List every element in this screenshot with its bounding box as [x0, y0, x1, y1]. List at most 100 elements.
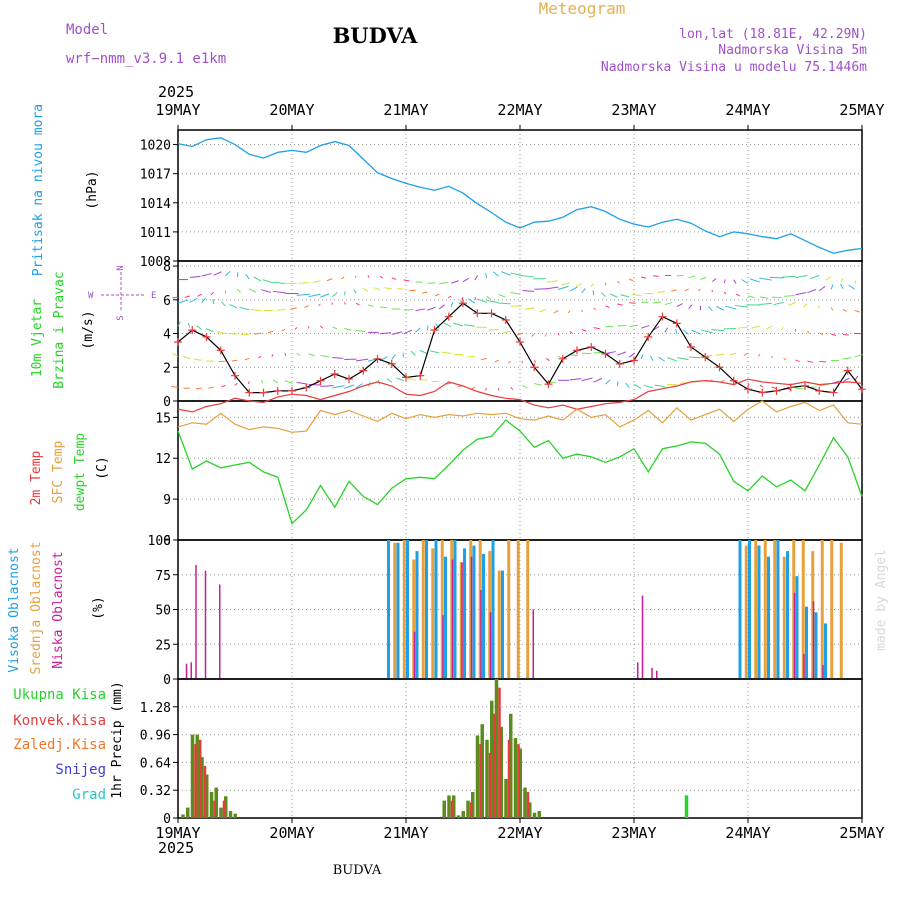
wind-arrow: [296, 352, 301, 356]
wind-arrow: [415, 327, 421, 333]
wind-arrow: [517, 332, 523, 336]
wind-marker: [259, 388, 268, 397]
wind-arrow: [569, 354, 578, 357]
wind-arrow: [771, 386, 777, 390]
wind-arrow: [343, 302, 347, 305]
wind-arrow: [427, 306, 436, 311]
wind-marker: [174, 337, 182, 346]
wind-arrow: [258, 355, 262, 359]
wind-marker: [387, 359, 396, 368]
wind-arrow: [795, 292, 807, 296]
wind-arrow: [854, 354, 863, 358]
wind-arrow: [429, 350, 440, 354]
wind-arrow: [461, 296, 464, 300]
wind-arrow: [485, 273, 488, 278]
wind-arrow: [830, 307, 834, 311]
wind-arrow: [410, 350, 416, 356]
chart-subtitle: Meteogram: [539, 0, 626, 18]
wind-arrow: [196, 325, 203, 330]
plot-panels: 1008101110141017102002468691215025507510…: [140, 101, 885, 842]
wind-arrow: [332, 326, 338, 330]
total-precip-bar: [224, 796, 228, 818]
wind-arrow: [340, 276, 345, 280]
wind-arrow: [419, 349, 428, 355]
high-cloud-bar: [472, 545, 476, 679]
wind-arrow: [486, 299, 499, 304]
wind-arrow: [759, 302, 772, 305]
mid-cloud-bar: [773, 540, 777, 679]
convective-precip-bar: [203, 765, 207, 818]
wind-arrow: [658, 356, 666, 362]
high-cloud-bar: [786, 551, 789, 679]
wind-arrow: [780, 326, 784, 331]
total-precip-bar: [485, 739, 489, 818]
high-cloud-bar: [387, 540, 390, 679]
low-cloud-bar: [219, 584, 221, 679]
x-label-top: 21MAY: [383, 101, 428, 119]
station-title: BUDVA: [333, 23, 419, 48]
wind-arrow: [510, 386, 514, 391]
mid-cloud-bar: [801, 540, 805, 679]
high-cloud-bar: [776, 540, 780, 679]
wind-marker: [487, 309, 496, 318]
wind-arrow: [195, 387, 202, 390]
wind-arrow: [708, 306, 713, 312]
y-tick-label: 75: [155, 569, 171, 584]
wind-arrow: [443, 322, 452, 328]
convective-precip-bar: [469, 802, 473, 818]
low-cloud-bar: [413, 631, 416, 679]
total-precip-bar: [504, 778, 508, 818]
wind-marker: [715, 363, 724, 372]
pressure-unit: (hPa): [85, 170, 100, 209]
wind-arrow: [502, 330, 511, 334]
wind-arrow: [386, 378, 393, 383]
wind-arrow: [629, 302, 636, 304]
high-cloud-bar: [757, 545, 761, 679]
total-precip-bar: [209, 791, 214, 818]
wind-arrow: [557, 285, 569, 290]
wind-arrow: [593, 327, 600, 330]
wind-arrow: [453, 322, 464, 327]
wind-arrow: [567, 310, 571, 314]
wind-marker: [302, 383, 311, 392]
wind-arrow: [700, 276, 707, 281]
wind-compass: W E N S: [88, 265, 156, 320]
wind-arrow: [290, 307, 297, 310]
wind-arrow: [671, 289, 677, 292]
wind-arrow: [628, 352, 636, 358]
cloud-unit: (%): [91, 596, 106, 619]
y-tick-label: 50: [155, 604, 171, 619]
wind-arrow: [854, 310, 860, 313]
wind-arrow: [569, 286, 578, 292]
wind-arrow: [617, 280, 620, 284]
low-cloud-bar: [204, 570, 207, 679]
wind-arrow: [210, 291, 214, 296]
wind-arrow: [396, 377, 404, 382]
wind-arrow: [177, 299, 189, 304]
wind-arrow: [691, 329, 701, 335]
wind-arrow: [312, 280, 321, 283]
total-precip-bar: [471, 791, 475, 818]
wind-arrow: [510, 291, 520, 295]
total-precip-bar: [509, 713, 513, 818]
wind-arrow: [617, 303, 623, 306]
total-precip-bar: [475, 735, 480, 818]
y-tick-label: 8: [163, 260, 171, 275]
high-cloud-bar: [482, 553, 485, 679]
y-tick-label: 1014: [140, 197, 171, 212]
convective-precip-bar: [213, 800, 216, 818]
wind-arrow: [402, 352, 405, 358]
wind-arrow: [486, 295, 491, 300]
wind-arrow: [711, 329, 725, 332]
wind-arrow: [652, 301, 661, 304]
wind-arrow: [522, 385, 528, 389]
wind-arrow: [817, 305, 820, 309]
wind-arrow: [688, 275, 696, 279]
wind-marker: [202, 332, 211, 341]
y-tick-label: 9: [163, 493, 171, 508]
wind-marker: [430, 326, 439, 335]
wind-arrow: [356, 358, 369, 362]
wind-arrow: [441, 351, 452, 354]
wind-arrow: [524, 307, 535, 310]
wind-arrow: [830, 333, 837, 336]
